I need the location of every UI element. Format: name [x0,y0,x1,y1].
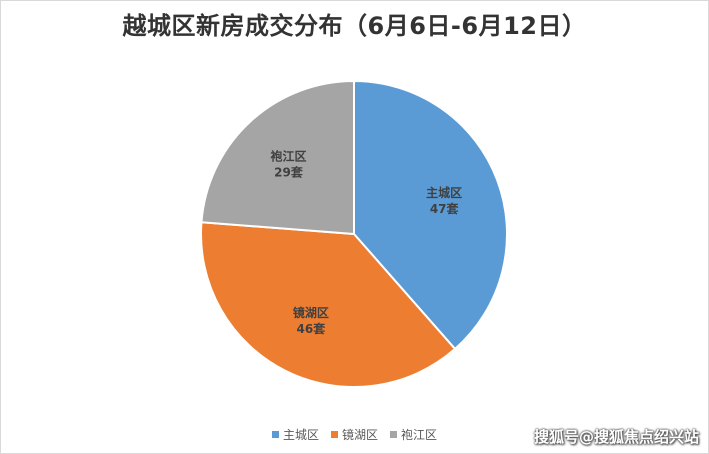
legend-label: 主城区 [282,428,319,442]
chart-legend: 主城区 镜湖区 袍江区 [0,426,709,443]
slice-value-label: 46套 [297,321,327,336]
legend-swatch [390,431,397,438]
pie-slice-2 [200,221,457,388]
slice-value-label: 47套 [430,201,460,216]
legend-label: 袍江区 [401,428,438,442]
slice-category-label: 袍江区 [270,148,307,163]
watermark: 搜狐号@搜狐焦点绍兴站 [533,428,699,446]
slice-category-label: 主城区 [426,185,462,200]
pie-slice-1 [353,79,508,351]
legend-item: 袍江区 [390,426,437,443]
legend-label: 镜湖区 [341,428,378,442]
pie-slice-3 [200,79,355,236]
legend-swatch [271,431,279,438]
legend-item: 镜湖区 [330,426,378,443]
slice-category-label: 镜湖区 [293,305,329,320]
legend-item: 主城区 [271,426,319,443]
chart-title: 越城区新房成交分布（6月6日-6月12日） [122,12,587,40]
slice-value-label: 29套 [274,164,304,179]
legend-swatch [330,431,338,438]
